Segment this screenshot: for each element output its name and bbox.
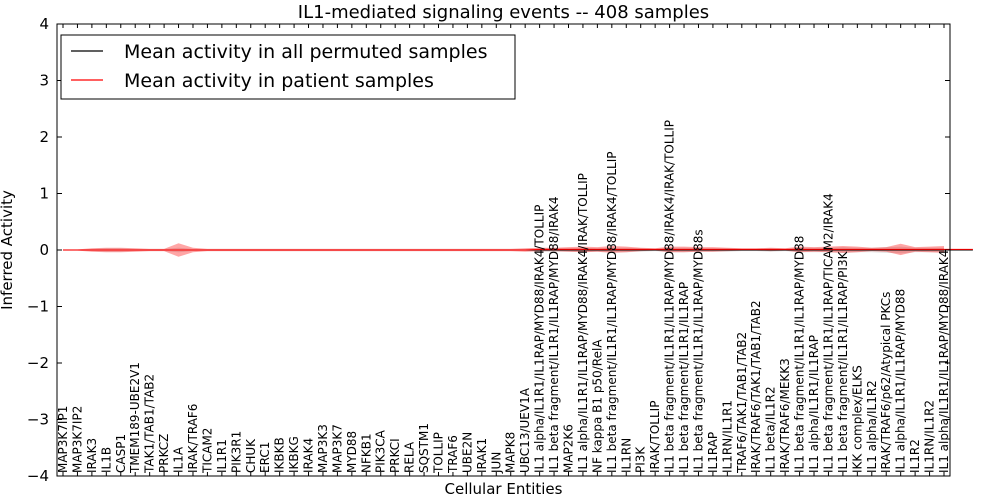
x-category-label: IL1RN/IL1R1 <box>720 400 734 473</box>
x-category-label: IL1A <box>172 446 186 473</box>
y-tick-label: −4 <box>27 467 49 485</box>
x-category-label: MYD88 <box>345 431 359 473</box>
legend-patient-label: Mean activity in patient samples <box>124 70 434 92</box>
x-category-label: IL1R2 <box>908 439 922 473</box>
x-category-label: IRAK4 <box>302 438 316 473</box>
x-category-label: IL1R1 <box>215 439 229 473</box>
x-category-label: TICAM2 <box>200 428 214 474</box>
x-category-label: IRAK/TRAF6/MEKK3 <box>778 358 792 473</box>
x-category-label: PIK3R1 <box>229 431 243 473</box>
x-category-label: MAP3K7IP2 <box>70 406 84 473</box>
x-category-label: RELA <box>403 441 417 473</box>
x-category-label: CHUK <box>244 438 258 473</box>
x-category-label: IL1 alpha/IL1R2 <box>865 380 879 473</box>
x-category-label: UBC13/UEV1A <box>518 387 532 473</box>
x-category-label: PI3K <box>634 446 648 473</box>
x-category-label: IL1RN <box>619 438 633 473</box>
y-axis-title: Inferred Activity <box>0 190 16 310</box>
x-category-label: IRAK/TRAF6/TAK1/TAB1/TAB2 <box>749 300 763 473</box>
x-category-label: TRAF6/TAK1/TAB1/TAB2 <box>735 332 749 474</box>
x-category-label: CASP1 <box>114 434 128 473</box>
y-tick-label: −2 <box>27 354 49 372</box>
y-tick-label: 4 <box>39 15 49 33</box>
x-category-label: MAP3K7IP1 <box>56 406 70 473</box>
x-category-label: TOLLIP <box>432 432 446 474</box>
x-category-label: IL1 beta fragment/IL1R1/IL1RAP/MYD88s <box>691 229 705 473</box>
x-category-label: IL1RAP <box>706 432 720 473</box>
y-tick-label: −1 <box>27 298 49 316</box>
x-category-label: IL1 beta fragment/IL1R1/IL1RAP/MYD88/IRA… <box>605 152 619 473</box>
x-category-label: IL1 beta fragment/IL1R1/IL1RAP/PI3K <box>836 250 850 473</box>
x-category-label: UBE2N <box>460 432 474 473</box>
x-axis-title: Cellular Entities <box>445 480 563 498</box>
x-category-label: IL1 alpha/IL1R1/IL1RAP/MYD88 <box>894 289 908 473</box>
x-category-label: IL1 alpha/IL1R1/IL1RAP/MYD88/IRAK4/TOLLI… <box>533 205 547 473</box>
x-category-label: IL1 beta fragment/IL1R1/IL1RAP/MYD88 <box>793 236 807 473</box>
y-tick-label: 0 <box>39 241 49 259</box>
x-category-label: IRAK3 <box>85 438 99 473</box>
chart-title: IL1-mediated signaling events -- 408 sam… <box>298 2 709 23</box>
x-category-label: MAP2K6 <box>561 424 575 473</box>
x-category-label: IL1RN/IL1R2 <box>923 400 937 473</box>
x-category-label: TAK1/TAB1/TAB2 <box>143 374 157 474</box>
x-category-label: PRKCZ <box>157 434 171 473</box>
x-category-label: IKBKG <box>287 436 301 473</box>
y-tick-label: 1 <box>39 185 49 203</box>
y-tick-label: 2 <box>39 128 49 146</box>
x-category-label: IRAK/TRAF6/p62/Atypical PKCs <box>879 292 893 473</box>
x-category-label: MAP3K7 <box>330 424 344 473</box>
x-category-label: PRKCI <box>388 438 402 473</box>
x-category-label: ERC1 <box>258 442 272 473</box>
patient-mean-line <box>63 248 973 251</box>
x-category-label: IKBKB <box>273 437 287 473</box>
x-category-label: NF kappa B1 p50/RelA <box>590 339 604 473</box>
x-category-label: IRAK/TRAF6 <box>186 404 200 473</box>
x-category-label: JUN <box>489 452 503 474</box>
x-category-label: IL1 beta fragment/IL1R1/IL1RAP <box>677 282 691 473</box>
x-category-label: IL1 alpha/IL1R1/IL1RAP <box>807 335 821 473</box>
x-category-label: IL1 beta/IL1R2 <box>764 386 778 473</box>
x-category-label: TMEM189-UBE2V1 <box>128 362 142 474</box>
legend-box <box>60 34 516 100</box>
x-category-label: IL1 beta fragment/IL1R1/IL1RAP/MYD88/IRA… <box>663 120 677 473</box>
y-tick-label: −3 <box>27 411 49 429</box>
legend-permuted-label: Mean activity in all permuted samples <box>124 41 487 63</box>
x-category-label: MAPK8 <box>504 432 518 473</box>
x-category-label: IL1 beta fragment/IL1R1/IL1RAP/MYD88/IRA… <box>547 196 561 473</box>
x-category-label: IRAK1 <box>475 438 489 473</box>
x-category-label: SQSTM1 <box>417 423 431 473</box>
x-category-label: TRAF6 <box>446 435 460 474</box>
y-tick-label: 3 <box>39 72 49 90</box>
x-category-label: IL1 alpha/IL1R1/IL1RAP/MYD88/IRAK4/IRAK/… <box>576 173 590 473</box>
x-category-label: IL1 alpha/IL1R1/IL1RAP/MYD88/IRAK4 <box>937 250 951 473</box>
x-category-label: MAP3K3 <box>316 424 330 473</box>
x-category-label: PIK3CA <box>374 429 388 473</box>
x-category-label: NFKB1 <box>359 433 373 473</box>
x-category-label: IKK complex/ELKS <box>850 365 864 473</box>
x-category-label: IRAK/TOLLIP <box>648 401 662 473</box>
x-category-label: IL1B <box>99 447 113 473</box>
x-category-label: IL1 beta fragment/IL1R1/IL1RAP/TICAM2/IR… <box>821 193 835 473</box>
